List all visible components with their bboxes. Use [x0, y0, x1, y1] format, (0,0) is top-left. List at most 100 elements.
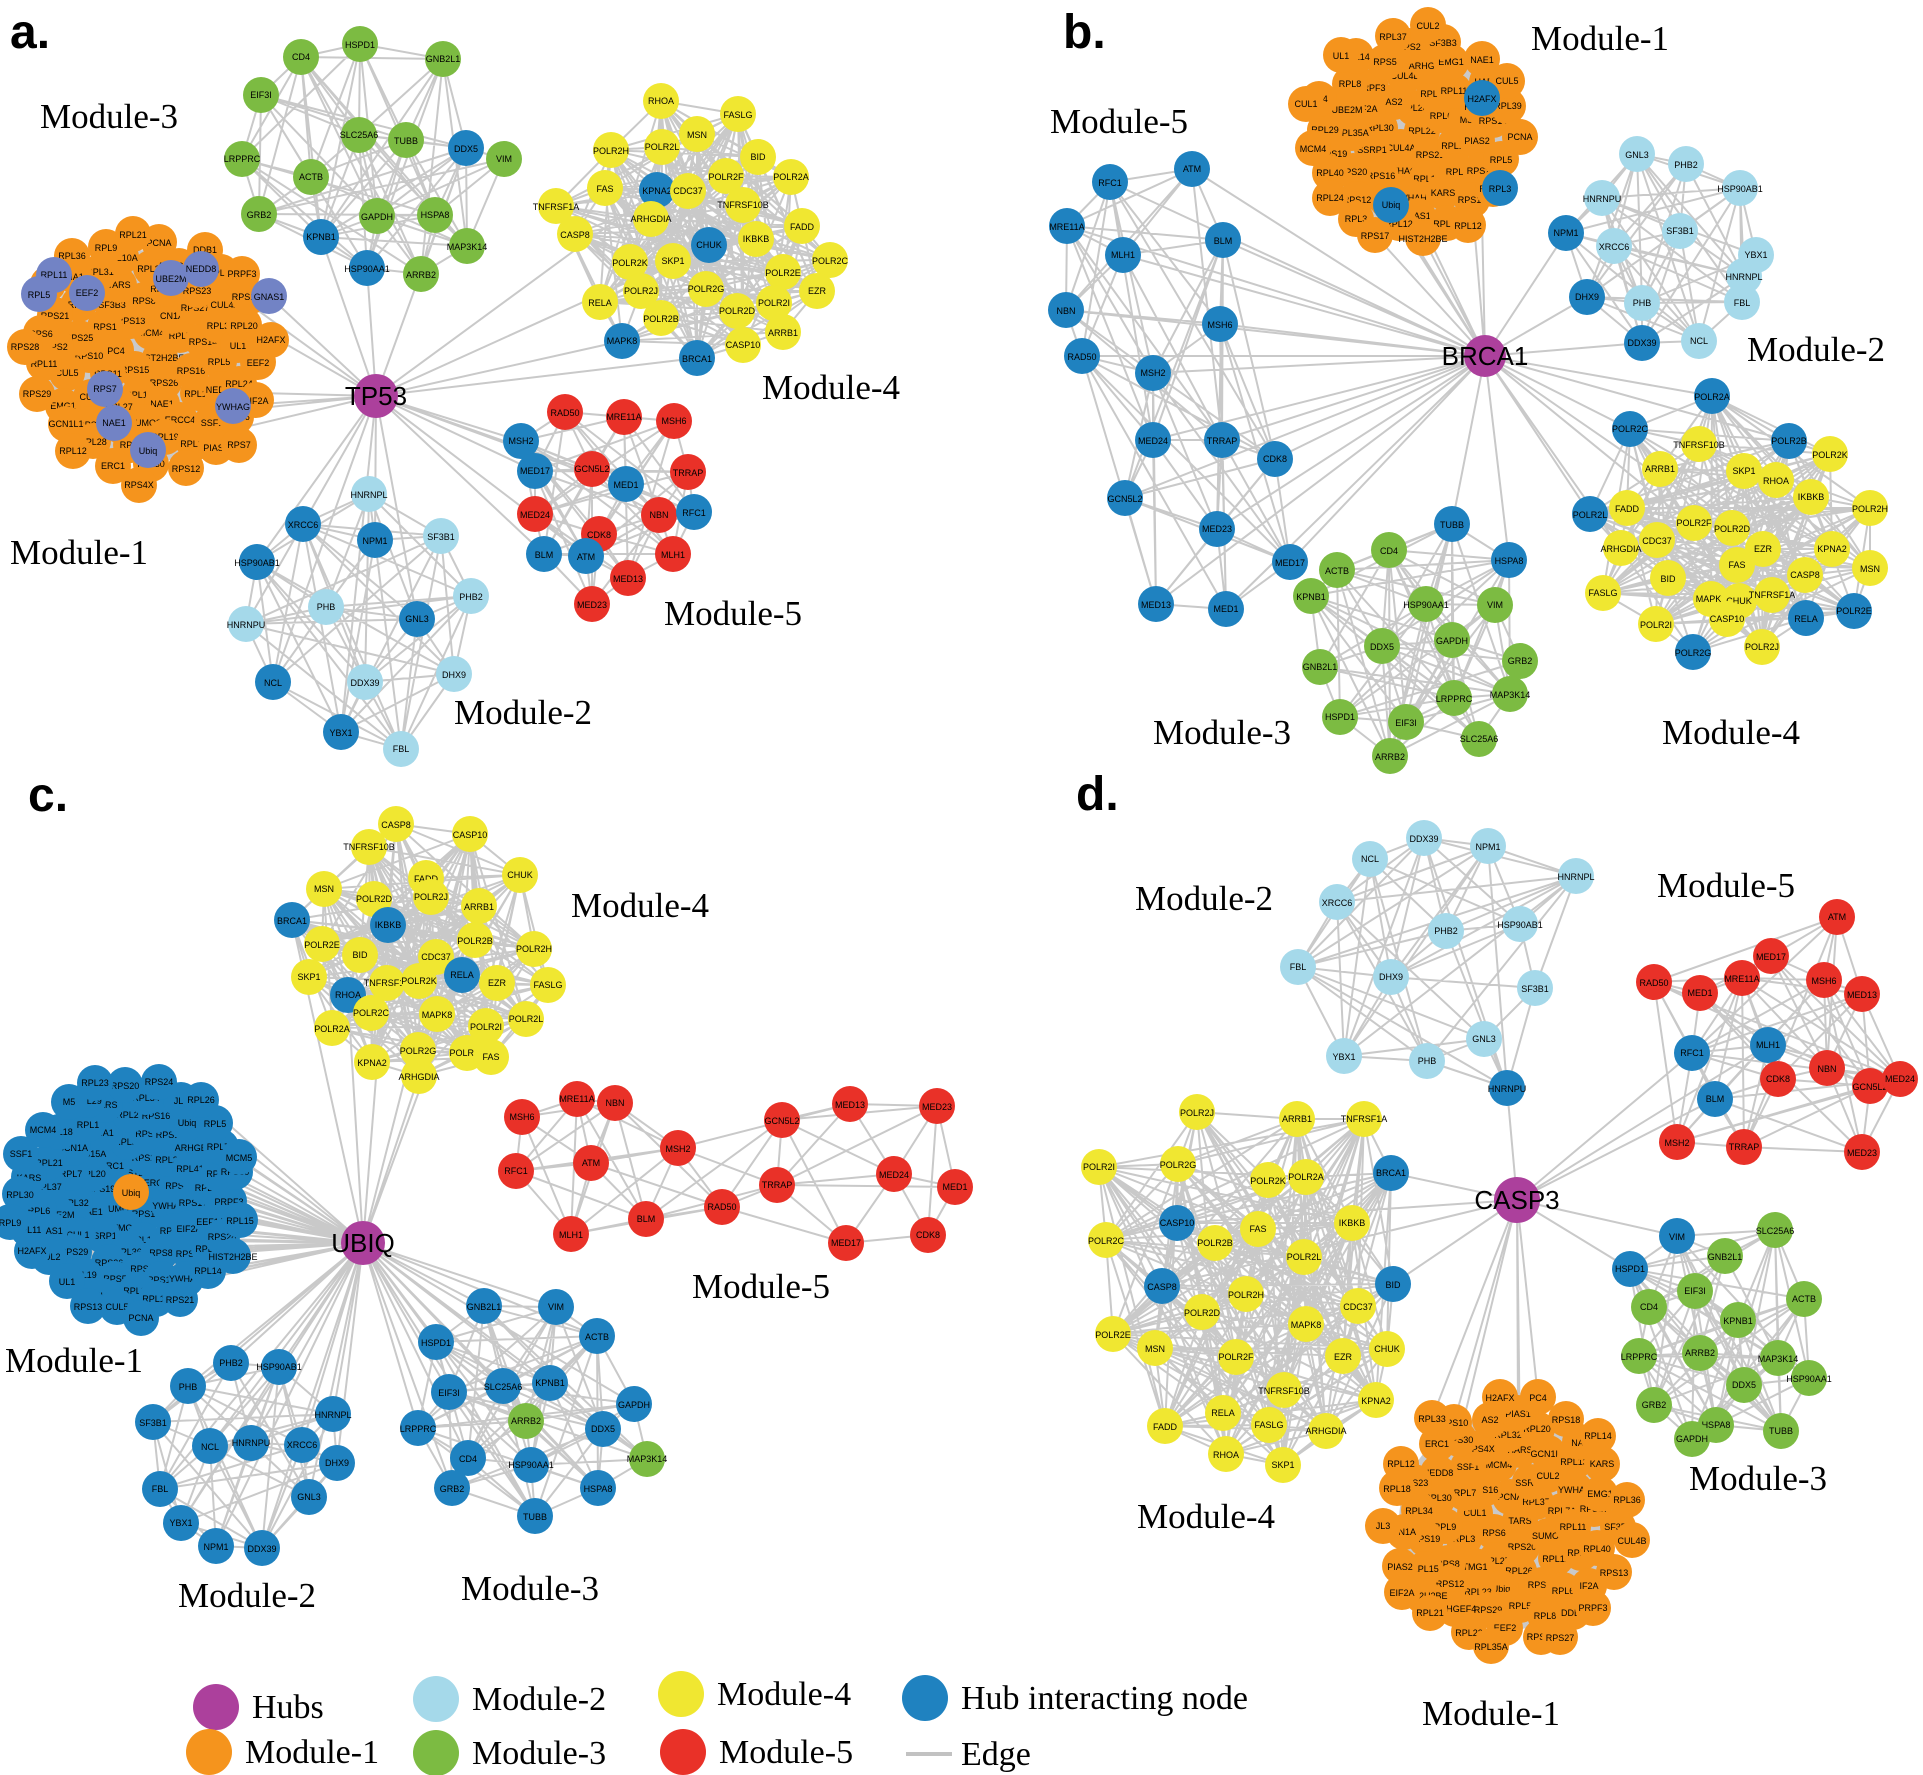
- svg-text:RFC1: RFC1: [682, 508, 706, 518]
- svg-text:KARS: KARS: [1431, 188, 1456, 198]
- svg-text:RPL34: RPL34: [1405, 1506, 1433, 1516]
- svg-text:RPL14: RPL14: [194, 1266, 222, 1276]
- svg-text:RPL28: RPL28: [79, 437, 107, 447]
- svg-text:PIAS2: PIAS2: [1387, 1562, 1413, 1572]
- svg-text:EMG1: EMG1: [50, 401, 76, 411]
- svg-text:RHOA: RHOA: [335, 990, 361, 1000]
- svg-text:PIAS1: PIAS1: [1405, 211, 1431, 221]
- svg-text:RPS16: RPS16: [1367, 171, 1396, 181]
- svg-text:NPM1: NPM1: [203, 1542, 228, 1552]
- svg-text:HSP90AA1: HSP90AA1: [1786, 1374, 1832, 1384]
- svg-text:PRPF3: PRPF3: [1578, 1603, 1607, 1613]
- svg-text:MAP3K14: MAP3K14: [627, 1454, 668, 1464]
- svg-text:EEF2: EEF2: [76, 288, 99, 298]
- svg-text:Hub interacting node: Hub interacting node: [961, 1680, 1248, 1717]
- svg-text:FAS: FAS: [1728, 560, 1745, 570]
- svg-text:ARRB1: ARRB1: [768, 328, 798, 338]
- svg-text:GNB2L1: GNB2L1: [467, 1302, 502, 1312]
- svg-text:GNB2L1: GNB2L1: [1303, 662, 1338, 672]
- svg-text:CDK8: CDK8: [1263, 454, 1287, 464]
- svg-text:KARS: KARS: [17, 1173, 42, 1183]
- svg-text:SF3B3: SF3B3: [1604, 1522, 1632, 1532]
- svg-text:RPL35A: RPL35A: [1335, 128, 1369, 138]
- svg-text:RPS9: RPS9: [135, 1129, 159, 1139]
- svg-text:HNRNPL: HNRNPL: [1557, 872, 1594, 882]
- svg-text:NAE1: NAE1: [1470, 55, 1494, 65]
- svg-text:ARRB2: ARRB2: [511, 1416, 541, 1426]
- svg-text:MED1: MED1: [1213, 604, 1238, 614]
- svg-text:RPL39: RPL39: [1494, 101, 1522, 111]
- svg-text:HIST2H2BE: HIST2H2BE: [1398, 1591, 1447, 1601]
- svg-text:ERCC4: ERCC4: [144, 1178, 175, 1188]
- svg-text:CDC37: CDC37: [421, 952, 451, 962]
- svg-text:RFC1: RFC1: [1098, 178, 1122, 188]
- svg-text:POLR2D: POLR2D: [356, 894, 393, 904]
- svg-text:NA1: NA1: [66, 272, 84, 282]
- svg-text:RPL6: RPL6: [1552, 1586, 1575, 1596]
- svg-text:RPL5: RPL5: [204, 1119, 227, 1129]
- svg-text:Module-5: Module-5: [719, 1734, 853, 1771]
- svg-text:RPL3: RPL3: [1489, 184, 1512, 194]
- svg-text:CD4: CD4: [1640, 1302, 1658, 1312]
- svg-text:HIST2H2BE: HIST2H2BE: [135, 353, 184, 363]
- svg-text:RPL12: RPL12: [1454, 221, 1482, 231]
- svg-text:CN1A: CN1A: [1392, 1527, 1416, 1537]
- svg-text:MED17: MED17: [1275, 558, 1305, 568]
- svg-text:SF3B1: SF3B1: [427, 532, 455, 542]
- svg-text:RPS30: RPS30: [1445, 1435, 1474, 1445]
- svg-text:RPL24: RPL24: [116, 1110, 144, 1120]
- svg-text:PHB: PHB: [1418, 1056, 1437, 1066]
- svg-text:RPL5: RPL5: [1490, 155, 1513, 165]
- svg-text:TRRAP: TRRAP: [673, 468, 704, 478]
- svg-text:PC4: PC4: [1529, 1393, 1547, 1403]
- svg-text:Module-2: Module-2: [454, 693, 592, 732]
- svg-text:RPL7A: RPL7A: [207, 1142, 236, 1152]
- svg-text:GNL3: GNL3: [1472, 1034, 1496, 1044]
- svg-text:RPS23: RPS23: [183, 286, 212, 296]
- svg-text:RPL36: RPL36: [1613, 1495, 1641, 1505]
- svg-text:JL3: JL3: [1376, 1521, 1391, 1531]
- svg-text:XRCC6: XRCC6: [288, 520, 319, 530]
- svg-text:UBE2M: UBE2M: [1331, 105, 1362, 115]
- svg-text:GRB2: GRB2: [1508, 656, 1533, 666]
- svg-text:RPL30: RPL30: [6, 1190, 34, 1200]
- svg-text:FADD: FADD: [1615, 504, 1640, 514]
- svg-text:RPL8: RPL8: [1534, 1611, 1557, 1621]
- svg-text:RPS20: RPS20: [1508, 1542, 1537, 1552]
- svg-text:RPS26: RPS26: [176, 1249, 205, 1259]
- svg-text:RPL37: RPL37: [1522, 1497, 1550, 1507]
- svg-text:SF3B1: SF3B1: [1666, 226, 1694, 236]
- svg-text:POLR2F: POLR2F: [708, 172, 744, 182]
- svg-text:DDX39: DDX39: [247, 1544, 276, 1554]
- svg-text:BLM: BLM: [1214, 236, 1233, 246]
- svg-text:NCL: NCL: [201, 1442, 219, 1452]
- svg-text:RELA: RELA: [1211, 1408, 1235, 1418]
- svg-text:XRCC6: XRCC6: [1322, 898, 1353, 908]
- svg-text:MED13: MED13: [1847, 990, 1877, 1000]
- svg-text:RPS13: RPS13: [117, 316, 146, 326]
- svg-text:BID: BID: [1385, 1280, 1401, 1290]
- svg-text:DHX9: DHX9: [1575, 292, 1599, 302]
- svg-text:RPS13: RPS13: [1600, 1568, 1629, 1578]
- svg-text:ARHGDIA: ARHGDIA: [1600, 544, 1641, 554]
- svg-text:RPL40: RPL40: [1316, 168, 1344, 178]
- svg-text:GAPDH: GAPDH: [618, 1400, 650, 1410]
- svg-text:POLR2H: POLR2H: [1852, 504, 1888, 514]
- svg-text:RPS28: RPS28: [11, 342, 40, 352]
- svg-text:MSH6: MSH6: [1811, 976, 1836, 986]
- svg-text:DDX5: DDX5: [454, 144, 478, 154]
- svg-text:ARRB1: ARRB1: [1282, 1114, 1312, 1124]
- svg-text:POLR2E: POLR2E: [765, 268, 801, 278]
- svg-text:RPL26: RPL26: [1433, 219, 1461, 229]
- svg-text:CUL2: CUL2: [1416, 21, 1439, 31]
- svg-text:MAP3K14: MAP3K14: [1490, 690, 1531, 700]
- svg-text:POLR2E: POLR2E: [1095, 1330, 1131, 1340]
- svg-text:POLR2C: POLR2C: [1612, 424, 1649, 434]
- svg-text:Module-1: Module-1: [10, 533, 148, 572]
- svg-text:RAD50: RAD50: [1067, 352, 1096, 362]
- svg-text:RPL21: RPL21: [119, 230, 147, 240]
- svg-text:b.: b.: [1063, 6, 1106, 59]
- svg-text:RPS19: RPS19: [1412, 1534, 1441, 1544]
- svg-text:RPL11: RPL11: [1560, 1522, 1587, 1532]
- svg-text:Module-5: Module-5: [692, 1267, 830, 1306]
